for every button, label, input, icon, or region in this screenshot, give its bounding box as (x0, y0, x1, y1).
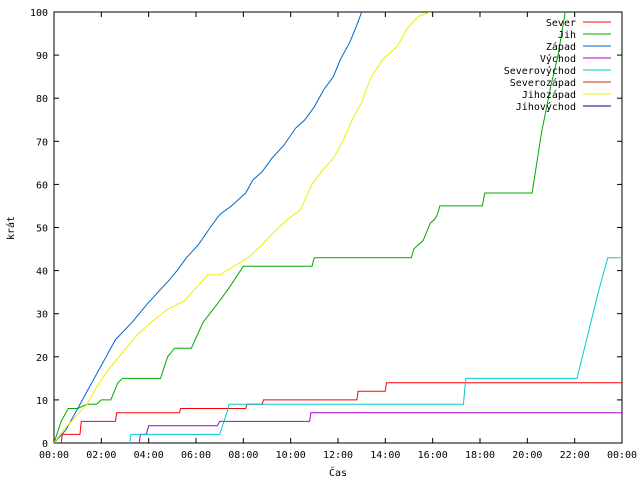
x-tick-label: 16:00 (418, 450, 448, 461)
axis-ticks: 0 10 20 30 40 50 60 70 80 90 100 00:00 02:00 04:00 06:… (30, 8, 637, 461)
x-tick-label: 00:00 (607, 450, 637, 461)
legend-label: Sever (546, 18, 576, 29)
x-tick-label: 12:00 (323, 450, 353, 461)
series-line-3 (138, 412, 622, 443)
legend-label: Východ (540, 53, 576, 65)
y-tick-label: 100 (30, 8, 48, 19)
x-tick-label: 10:00 (276, 450, 306, 461)
legend-label: Severovýchod (504, 65, 576, 77)
series-line-4 (129, 257, 622, 443)
y-tick-label: 80 (36, 94, 48, 105)
x-tick-label: 06:00 (181, 450, 211, 461)
x-tick-label: 04:00 (134, 450, 164, 461)
series-line-6 (54, 12, 431, 443)
y-tick-label: 90 (36, 51, 48, 62)
x-tick-label: 02:00 (86, 450, 116, 461)
legend: SeverJihZápadVýchodSeverovýchodSeverozáp… (504, 18, 611, 113)
legend-label: Jihovýchod (516, 101, 576, 113)
legend-label: Západ (546, 41, 576, 53)
series-line-1 (54, 12, 566, 443)
x-axis-label: Čas (329, 466, 347, 479)
x-tick-label: 20:00 (512, 450, 542, 461)
y-tick-label: 50 (36, 224, 48, 235)
x-tick-label: 00:00 (39, 450, 69, 461)
series-layer (54, 12, 622, 443)
legend-label: Jih (558, 30, 576, 41)
y-axis-label: krát (5, 216, 17, 240)
x-tick-label: 08:00 (228, 450, 258, 461)
x-tick-label: 14:00 (370, 450, 400, 461)
legend-label: Jihozápad (522, 89, 576, 101)
series-line-0 (60, 382, 622, 443)
y-tick-label: 20 (36, 353, 48, 364)
series-line-2 (54, 12, 363, 443)
legend-label: Severozápad (510, 77, 576, 89)
y-tick-label: 0 (42, 439, 48, 450)
y-tick-label: 30 (36, 310, 48, 321)
x-tick-label: 22:00 (560, 450, 590, 461)
y-tick-label: 70 (36, 137, 48, 148)
y-tick-label: 60 (36, 180, 48, 191)
y-tick-label: 10 (36, 396, 48, 407)
y-tick-label: 40 (36, 267, 48, 278)
x-tick-label: 18:00 (465, 450, 495, 461)
